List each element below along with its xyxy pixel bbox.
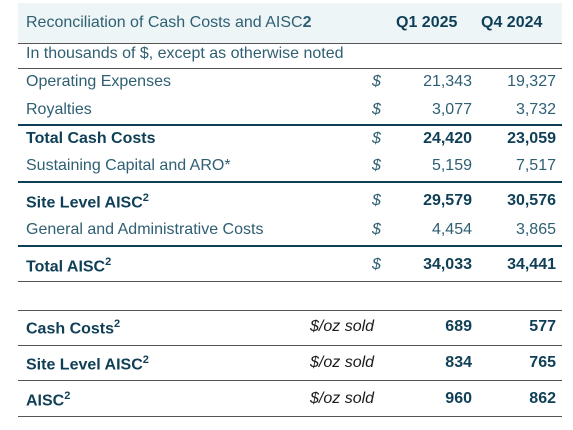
divider <box>18 380 562 381</box>
units-note-row: In thousands of $, except as otherwise n… <box>18 45 562 67</box>
row-label: Sustaining Capital and ARO* <box>26 157 231 174</box>
value-q1: 960 <box>445 390 472 407</box>
value-q4: 19,327 <box>507 73 556 90</box>
value-q4: 862 <box>529 390 556 407</box>
table-row: Operating Expenses $ 21,343 19,327 <box>18 73 562 95</box>
value-q4: 34,441 <box>507 256 556 273</box>
table-row: Total AISC2 $ 34,033 34,441 <box>18 256 562 278</box>
currency-symbol: $ <box>372 221 381 238</box>
value-q1: 24,420 <box>423 130 472 147</box>
divider <box>18 310 562 311</box>
value-q1: 29,579 <box>423 192 472 209</box>
row-label: Cash Costs2 <box>26 318 121 338</box>
table-row: Cash Costs2 $/oz sold 689 577 <box>18 318 562 340</box>
value-q4: 577 <box>529 318 556 335</box>
value-q1: 5,159 <box>431 157 472 174</box>
currency-symbol: $ <box>372 157 381 174</box>
divider <box>18 345 562 346</box>
value-q1: 689 <box>445 318 472 335</box>
value-q4: 3,865 <box>515 221 556 238</box>
table-row: Site Level AISC2 $/oz sold 834 765 <box>18 354 562 376</box>
value-q1: 4,454 <box>431 221 472 238</box>
units-note: In thousands of $, except as otherwise n… <box>26 45 344 62</box>
table-header <box>18 3 562 43</box>
divider <box>18 68 562 69</box>
currency-symbol: $ <box>372 256 381 273</box>
table-row: Total Cash Costs $ 24,420 23,059 <box>18 130 562 152</box>
table-row: General and Administrative Costs $ 4,454… <box>18 221 562 243</box>
row-label: Royalties <box>26 101 92 118</box>
row-label: Operating Expenses <box>26 73 171 90</box>
table-title: Reconciliation of Cash Costs and AISC2 <box>26 14 312 31</box>
table-row: Royalties $ 3,077 3,732 <box>18 101 562 123</box>
header-row: Reconciliation of Cash Costs and AISC2 Q… <box>18 14 562 36</box>
table-row: Sustaining Capital and ARO* $ 5,159 7,51… <box>18 157 562 179</box>
unit-label: $/oz sold <box>310 354 375 371</box>
value-q1: 834 <box>445 354 472 371</box>
table-row: AISC2 $/oz sold 960 862 <box>18 390 562 412</box>
unit-label: $/oz sold <box>310 318 375 335</box>
row-label: Site Level AISC2 <box>26 354 149 374</box>
currency-symbol: $ <box>372 130 381 147</box>
currency-symbol: $ <box>372 73 381 90</box>
row-label: Site Level AISC2 <box>26 192 149 212</box>
unit-label: $/oz sold <box>310 390 375 407</box>
currency-symbol: $ <box>372 101 381 118</box>
divider <box>18 124 562 126</box>
divider <box>18 245 562 247</box>
table-row: Site Level AISC2 $ 29,579 30,576 <box>18 192 562 214</box>
divider <box>18 181 562 183</box>
value-q4: 765 <box>529 354 556 371</box>
divider <box>18 416 562 417</box>
divider <box>18 281 562 282</box>
value-q1: 3,077 <box>431 101 472 118</box>
row-label: Total AISC2 <box>26 256 112 276</box>
value-q1: 21,343 <box>423 73 472 90</box>
col-header-q1-2025: Q1 2025 <box>396 14 458 31</box>
value-q4: 3,732 <box>515 101 556 118</box>
row-label: General and Administrative Costs <box>26 221 264 238</box>
currency-symbol: $ <box>372 192 381 209</box>
col-header-q4-2024: Q4 2024 <box>481 14 543 31</box>
value-q4: 30,576 <box>507 192 556 209</box>
value-q4: 7,517 <box>515 157 556 174</box>
divider <box>18 43 562 44</box>
row-label: Total Cash Costs <box>26 130 156 147</box>
row-label: AISC2 <box>26 390 71 410</box>
value-q4: 23,059 <box>507 130 556 147</box>
value-q1: 34,033 <box>423 256 472 273</box>
